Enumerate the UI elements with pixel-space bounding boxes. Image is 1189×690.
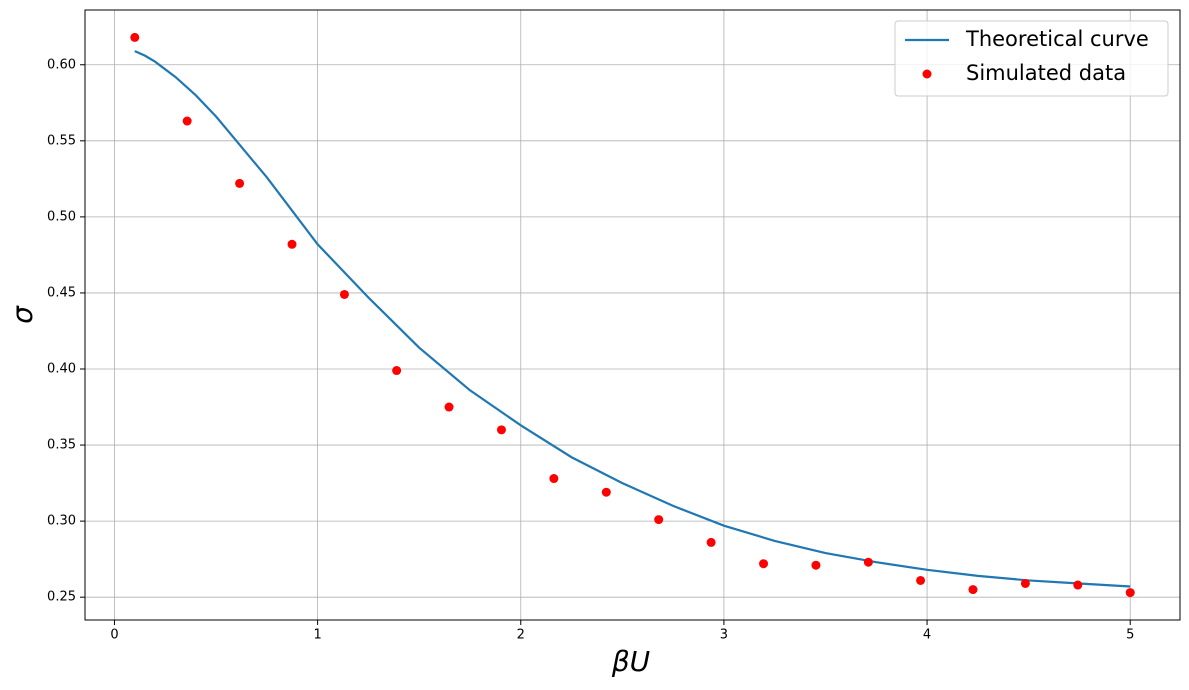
data-point [601,487,611,497]
y-tick-label: 0.40 [47,362,76,377]
x-tick-label: 4 [923,628,931,643]
x-tick-label: 2 [517,628,525,643]
data-point [496,425,506,435]
data-point [549,474,559,484]
data-point [1125,588,1135,598]
data-point [130,32,140,42]
legend-label: Simulated data [966,61,1126,85]
data-point [863,557,873,567]
data-point [654,515,664,525]
legend-swatch [922,69,932,79]
data-point [968,585,978,595]
data-point [287,239,297,249]
data-point [811,560,821,570]
legend-box [894,20,1169,97]
y-tick-label: 0.60 [47,57,76,72]
y-axis-label: σ [6,305,39,324]
x-tick-label: 1 [313,628,321,643]
y-tick-label: 0.55 [47,133,76,148]
data-point [1020,578,1030,588]
x-tick-label: 0 [110,628,118,643]
plot-frame [84,9,1181,621]
data-point [759,559,769,569]
y-tick-label: 0.50 [47,209,76,224]
data-point [706,537,716,547]
data-point [392,366,402,376]
data-point [235,178,245,188]
data-point [444,402,454,412]
data-point [1073,580,1083,590]
y-tick-label: 0.30 [47,514,76,529]
legend-label: Theoretical curve [965,27,1149,51]
theory-line [134,50,1131,588]
y-tick-label: 0.25 [47,590,76,605]
x-tick-label: 5 [1126,628,1134,643]
data-point [916,575,926,585]
y-tick-label: 0.35 [47,438,76,453]
data-point [182,116,192,126]
x-axis-label: βU [611,645,650,678]
data-point [339,289,349,299]
y-tick-label: 0.45 [47,285,76,300]
x-tick-label: 3 [720,628,728,643]
